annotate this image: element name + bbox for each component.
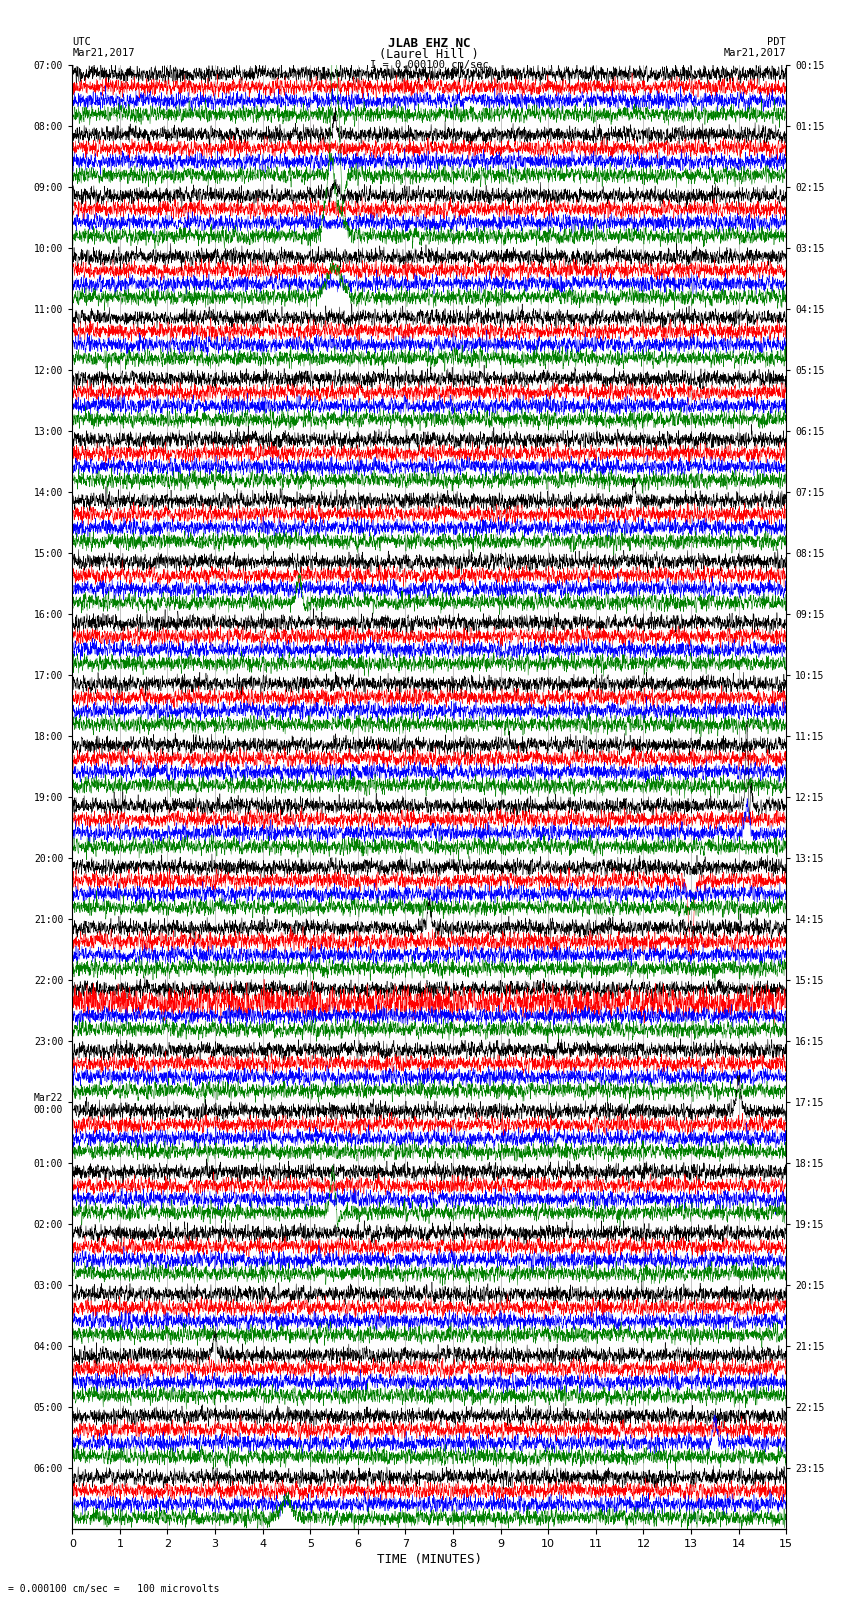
Text: PDT: PDT xyxy=(768,37,786,47)
Text: = 0.000100 cm/sec =   100 microvolts: = 0.000100 cm/sec = 100 microvolts xyxy=(8,1584,220,1594)
X-axis label: TIME (MINUTES): TIME (MINUTES) xyxy=(377,1553,482,1566)
Text: Mar21,2017: Mar21,2017 xyxy=(723,48,786,58)
Text: Mar21,2017: Mar21,2017 xyxy=(72,48,135,58)
Text: I = 0.000100 cm/sec: I = 0.000100 cm/sec xyxy=(370,60,489,69)
Text: JLAB EHZ NC: JLAB EHZ NC xyxy=(388,37,471,50)
Text: (Laurel Hill ): (Laurel Hill ) xyxy=(379,48,479,61)
Text: UTC: UTC xyxy=(72,37,91,47)
